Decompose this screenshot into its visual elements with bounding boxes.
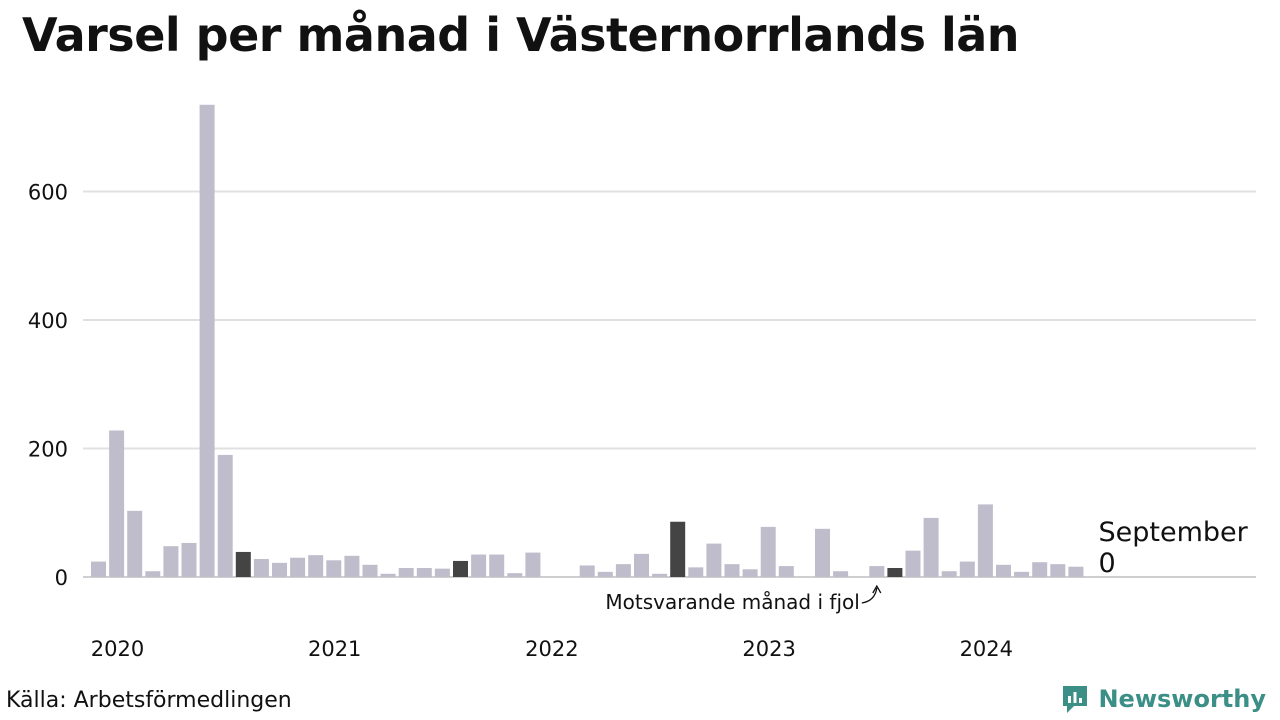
bar-2023-01 (742, 569, 758, 577)
bar-2021-04 (362, 564, 378, 577)
y-tick-label: 400 (28, 309, 68, 333)
bar-2021-10 (471, 554, 487, 577)
bar-2022-11 (706, 543, 722, 577)
bar-2021-11 (489, 554, 505, 577)
bar-2022-04 (579, 565, 595, 577)
y-tick-label: 0 (55, 566, 68, 590)
bar-2020-05 (163, 546, 179, 577)
annotation-label: Motsvarande månad i fjol (605, 590, 859, 614)
x-tick-label: 2023 (742, 637, 795, 661)
bar-2020-09 (235, 551, 251, 577)
bar-2021-12 (507, 573, 523, 577)
bar-2023-11 (923, 517, 939, 577)
bar-2023-02 (760, 526, 776, 577)
bar-2022-10 (688, 567, 704, 577)
annotation-arrow (861, 587, 878, 604)
y-tick-label: 600 (28, 181, 68, 205)
bar-2021-02 (326, 560, 342, 577)
bar-2020-01 (91, 561, 106, 577)
bar-2021-07 (416, 568, 432, 577)
bar-2021-05 (380, 573, 396, 577)
last-value-label: 0 (1099, 548, 1116, 579)
bar-2023-03 (778, 566, 794, 577)
bar-2020-06 (181, 542, 197, 577)
brand-logo: Newsworthy (1060, 683, 1266, 715)
bar-2023-09 (887, 568, 903, 577)
bar-2020-08 (217, 454, 233, 577)
bar-2022-09 (670, 521, 686, 577)
bar-2024-02 (977, 504, 993, 577)
bar-2020-07 (199, 104, 215, 577)
bar-2021-06 (398, 568, 414, 577)
bar-2024-01 (959, 561, 975, 577)
bar-2021-03 (344, 555, 360, 577)
x-tick-label: 2021 (308, 637, 361, 661)
x-tick-label: 2020 (91, 637, 144, 661)
bar-2020-04 (145, 571, 161, 577)
bar-2020-12 (290, 557, 306, 577)
bar-2021-08 (434, 568, 450, 577)
bar-2023-08 (869, 566, 885, 577)
x-tick-label: 2024 (960, 637, 1013, 661)
y-tick-label: 200 (28, 438, 68, 462)
bar-2023-06 (833, 571, 849, 577)
bar-2022-06 (615, 564, 631, 577)
bar-2020-11 (272, 562, 287, 577)
bar-2020-03 (127, 510, 143, 577)
bar-2023-10 (905, 550, 921, 577)
brand-name: Newsworthy (1098, 685, 1266, 713)
chart-title: Varsel per månad i Västernorrlands län (22, 8, 1020, 62)
bar-2022-12 (724, 564, 740, 577)
last-month-label: September (1099, 517, 1249, 548)
source-note: Källa: Arbetsförmedlingen (6, 688, 292, 713)
bar-2021-09 (453, 560, 468, 577)
bar-chart: 0 200 400 600 2020 2021 2022 2023 2024 Motsvarand… (28, 104, 1256, 661)
bar-2024-03 (996, 564, 1011, 577)
bar-2023-12 (941, 571, 957, 577)
bar-2022-05 (597, 571, 613, 577)
newsworthy-logo-icon (1063, 686, 1088, 713)
bar-2022-08 (652, 573, 668, 577)
x-tick-label: 2022 (525, 637, 578, 661)
annotation-arrowhead (872, 584, 882, 594)
bar-2024-05 (1032, 562, 1048, 577)
bar-2020-10 (253, 559, 269, 577)
bar-2024-07 (1068, 566, 1084, 577)
bar-2023-05 (815, 528, 830, 577)
bar-2021-01 (308, 555, 324, 577)
bar-2020-02 (109, 430, 125, 577)
bar-2022-07 (634, 553, 649, 577)
bar-2024-06 (1050, 564, 1066, 577)
bar-2022-01 (525, 552, 541, 577)
bar-2024-04 (1014, 571, 1030, 577)
